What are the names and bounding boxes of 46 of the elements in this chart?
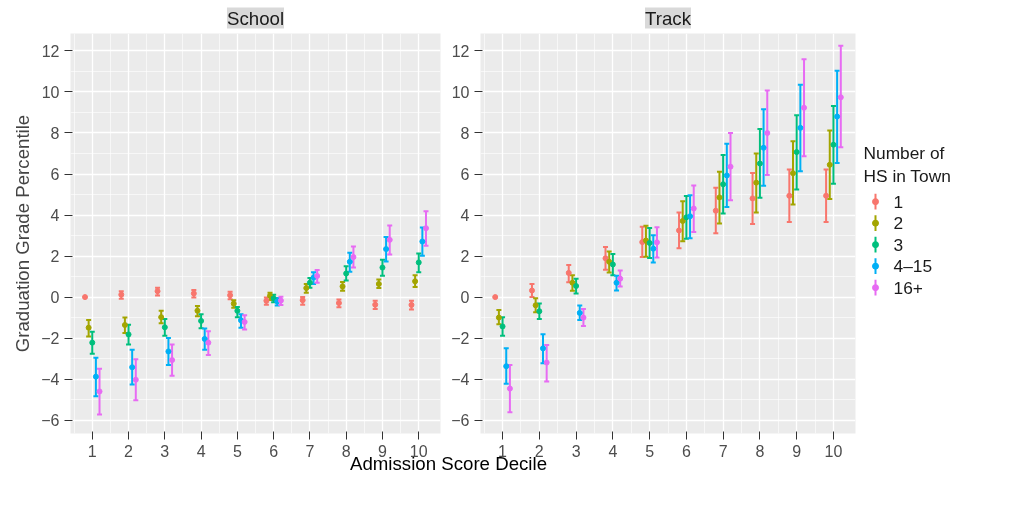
x-tick-label: 6 — [681, 442, 691, 460]
y-tick-label: −2 — [451, 330, 470, 348]
y-tick-label: −6 — [451, 412, 470, 430]
x-tick-label: 2 — [124, 442, 134, 460]
y-tick-label: 4 — [460, 207, 470, 225]
y-tick-label: 10 — [41, 83, 60, 101]
x-tick-label: 10 — [824, 442, 843, 460]
legend-label: 3 — [893, 234, 904, 255]
x-tick-label: 5 — [232, 442, 242, 460]
y-tick-label: 2 — [460, 248, 470, 266]
x-tick-label: 7 — [718, 442, 728, 460]
y-tick-label: −6 — [41, 412, 60, 430]
x-tick-label: 9 — [792, 442, 802, 460]
legend-label: 1 — [893, 191, 904, 212]
y-axis-title: Graduation Grade Percentile — [12, 114, 34, 353]
y-tick-label: 10 — [451, 83, 470, 101]
legend-label: 2 — [893, 213, 904, 234]
x-tick-label: 8 — [341, 442, 351, 460]
x-tick-label: 5 — [645, 442, 655, 460]
x-tick-label: 4 — [196, 442, 206, 460]
y-tick-label: −2 — [41, 330, 60, 348]
y-tick-label: 0 — [460, 289, 470, 307]
x-tick-label: 3 — [571, 442, 581, 460]
y-tick-label: 8 — [50, 124, 60, 142]
chart-title: School — [226, 7, 285, 29]
x-tick-label: 4 — [608, 442, 618, 460]
x-tick-label: 3 — [160, 442, 170, 460]
x-tick-label: 8 — [755, 442, 765, 460]
y-tick-label: 4 — [50, 207, 60, 225]
x-tick-label: 1 — [87, 442, 97, 460]
legend-label: 16+ — [893, 277, 923, 298]
y-tick-label: 6 — [50, 166, 60, 184]
legend-title: Number of HS in Town — [863, 142, 951, 186]
y-tick-label: 8 — [460, 124, 470, 142]
x-tick-label: 9 — [378, 442, 388, 460]
legend-label: 4–15 — [893, 256, 933, 277]
y-tick-label: −4 — [41, 371, 60, 389]
y-tick-label: 12 — [451, 42, 470, 60]
y-tick-label: −4 — [451, 371, 470, 389]
y-tick-label: 0 — [50, 289, 60, 307]
x-tick-label: 7 — [305, 442, 315, 460]
y-tick-label: 2 — [50, 248, 60, 266]
x-tick-label: 6 — [269, 442, 279, 460]
chart-title: Track — [645, 7, 692, 29]
y-tick-label: 6 — [460, 166, 470, 184]
y-tick-label: 12 — [41, 42, 60, 60]
